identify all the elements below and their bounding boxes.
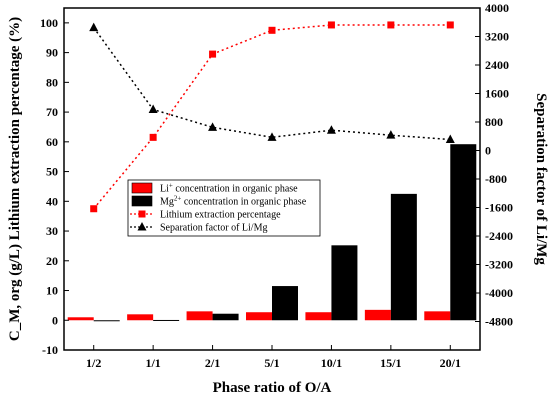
left-axis-title: C_M, org (g/L) Lithium extraction percen…: [7, 17, 23, 341]
left-tick-label: 40: [46, 194, 58, 208]
point-separation-15-1: [386, 130, 396, 139]
bar-mg-2-1: [212, 313, 239, 321]
legend-label: Separation factor of Li/Mg: [160, 223, 267, 234]
bar-mg-10-1: [331, 245, 358, 321]
right-axis-title: Separation factor of Li/Mg: [533, 93, 549, 265]
left-tick-label: 0: [52, 313, 58, 327]
bar-li-2-1: [186, 311, 213, 321]
legend-superscript: +: [169, 182, 173, 190]
x-tick-label: 5/1: [264, 356, 279, 370]
bar-li-1-2: [67, 317, 94, 321]
right-tick-label: -4800: [485, 315, 513, 329]
point-extraction-1-1: [149, 133, 157, 141]
right-tick-label: -3200: [485, 258, 513, 272]
right-tick-label: -2400: [485, 229, 513, 243]
right-tick-label: -1600: [485, 201, 513, 215]
legend-label: Lithium extraction percentage: [160, 210, 281, 221]
legend-label: Li+ concentration in organic phase: [160, 182, 298, 195]
legend-label: Mg2+ concentration in organic phase: [160, 195, 307, 208]
legend-marker: [137, 222, 147, 231]
x-tick-label: 1/2: [86, 356, 101, 370]
point-extraction-20-1: [446, 21, 454, 29]
point-separation-1-2: [89, 22, 99, 32]
bar-mg-1-2: [93, 320, 120, 322]
right-tick-label: 2400: [485, 58, 509, 72]
bar-li-10-1: [305, 312, 332, 321]
point-separation-2-1: [208, 122, 218, 131]
left-tick-label: 60: [46, 135, 58, 149]
left-tick-label: 100: [40, 16, 58, 30]
left-tick-label: 90: [46, 46, 58, 60]
left-tick-label: 30: [46, 224, 58, 238]
legend-box: [127, 179, 321, 237]
point-extraction-10-1: [327, 21, 335, 29]
x-tick-label: 1/1: [145, 356, 160, 370]
point-extraction-1-2: [90, 205, 98, 213]
x-axis-title: Phase ratio of O/A: [213, 380, 332, 396]
plot-layer: [67, 21, 477, 322]
right-tick-label: 0: [485, 144, 491, 158]
point-extraction-15-1: [387, 21, 395, 29]
right-tick-label: -800: [485, 172, 507, 186]
right-tick-label: 1600: [485, 87, 509, 101]
bar-li-20-1: [424, 311, 451, 321]
x-tick-label: 2/1: [205, 356, 220, 370]
point-extraction-5-1: [268, 26, 276, 34]
right-tick-label: 800: [485, 115, 503, 129]
bar-mg-15-1: [390, 193, 417, 321]
bar-mg-1-1: [153, 319, 180, 321]
left-tick-label: 10: [46, 284, 58, 298]
x-tick-label: 15/1: [380, 356, 401, 370]
left-tick-label: 50: [46, 165, 58, 179]
left-tick-label: 80: [46, 75, 58, 89]
point-separation-1-1: [148, 104, 158, 114]
right-tick-label: 3200: [485, 30, 509, 44]
point-separation-20-1: [445, 134, 455, 143]
axis-ticks: -10 0 10 20 30 40 50 60 70 80 90 100 -4800 -4000 -3200…: [40, 1, 513, 370]
bar-li-15-1: [364, 309, 391, 321]
legend-superscript: 2+: [174, 195, 182, 203]
bar-mg-5-1: [272, 286, 298, 321]
bar-li-1-1: [127, 314, 154, 321]
point-separation-10-1: [326, 125, 336, 134]
legend-swatch: [131, 182, 153, 194]
left-tick-label: -10: [42, 343, 58, 357]
point-separation-5-1: [267, 132, 277, 141]
legend-swatch: [131, 195, 153, 207]
bar-mg-20-1: [450, 144, 477, 321]
left-tick-label: 20: [46, 254, 58, 268]
right-tick-label: 4000: [485, 1, 509, 15]
legend-label-rest: concentration in organic phase: [173, 184, 298, 195]
legend-marker: [138, 210, 146, 218]
right-tick-label: -4000: [485, 286, 513, 300]
x-tick-label: 20/1: [440, 356, 461, 370]
left-tick-label: 70: [46, 105, 58, 119]
bar-li-5-1: [246, 312, 272, 321]
legend-label-rest: concentration in organic phase: [181, 197, 306, 208]
point-extraction-2-1: [209, 50, 217, 58]
line-separation: [93, 27, 451, 141]
x-tick-label: 10/1: [321, 356, 342, 370]
